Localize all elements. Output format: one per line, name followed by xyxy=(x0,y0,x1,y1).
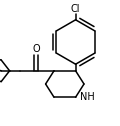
Text: NH: NH xyxy=(80,92,95,102)
Text: O: O xyxy=(32,44,40,54)
Text: Cl: Cl xyxy=(71,4,80,14)
